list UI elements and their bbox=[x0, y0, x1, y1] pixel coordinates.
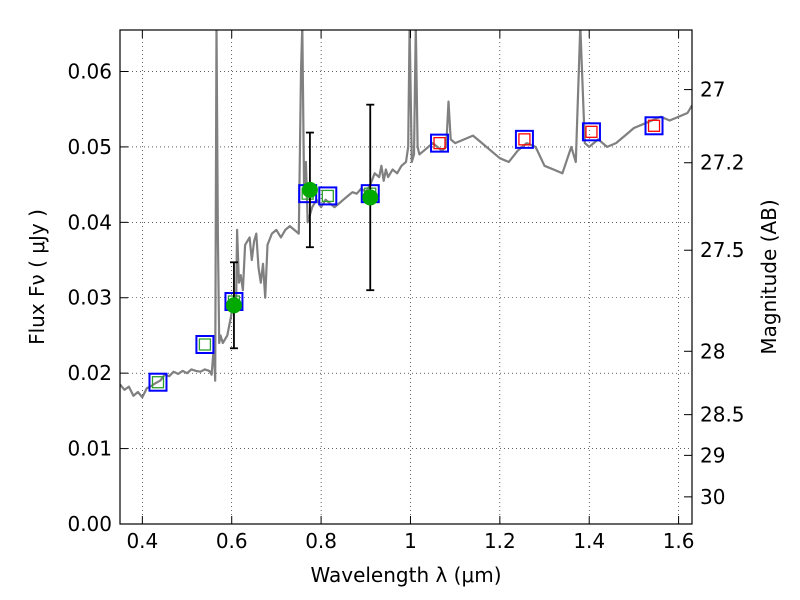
y-tick-label: 0.03 bbox=[67, 286, 112, 310]
band-square-inner bbox=[321, 189, 334, 203]
y2-tick-label: 27.5 bbox=[700, 238, 745, 262]
y-tick-label: 0.01 bbox=[67, 437, 112, 461]
y2-tick-label: 30 bbox=[700, 485, 725, 509]
axes: 0.4 0.6 0.8 1 1.2 1.4 1.6 0.00 0.01 0.02 0.03 0.04 0… bbox=[67, 30, 745, 553]
y-tick-label: 0.04 bbox=[67, 210, 112, 234]
band-square-outer bbox=[195, 335, 215, 355]
x-tick-label: 0.8 bbox=[305, 529, 337, 553]
band-square-outer bbox=[148, 372, 168, 392]
marker-layer bbox=[148, 103, 664, 392]
x-tick-label: 1.4 bbox=[573, 529, 605, 553]
x-axis-label: Wavelength λ (μm) bbox=[310, 563, 501, 587]
y-tick-label: 0.00 bbox=[67, 512, 112, 536]
band-square-outer bbox=[430, 133, 450, 153]
band-square-outer bbox=[581, 122, 601, 142]
y2-tick-label: 27.2 bbox=[700, 151, 745, 175]
x-tick-label: 0.6 bbox=[216, 529, 248, 553]
y-tick-label: 0.06 bbox=[67, 59, 112, 83]
x-tick-label: 1.6 bbox=[663, 529, 695, 553]
band-square-inner bbox=[433, 136, 446, 150]
y-tick-label: 0.02 bbox=[67, 361, 112, 385]
band-square-inner bbox=[518, 133, 531, 146]
band-square-inner bbox=[585, 125, 598, 138]
y-tick-label: 0.05 bbox=[67, 135, 112, 159]
band-square-outer bbox=[644, 116, 664, 136]
y2-tick-label: 28.5 bbox=[700, 403, 745, 427]
band-square-outer bbox=[514, 129, 534, 149]
measurement-point bbox=[301, 181, 318, 198]
measurement-point bbox=[362, 189, 379, 206]
x-tick-label: 1.2 bbox=[484, 529, 516, 553]
spectrum-layer bbox=[120, 30, 692, 399]
x-tick-label: 0.4 bbox=[126, 529, 158, 553]
band-square-outer bbox=[318, 186, 338, 206]
y2-axis-label: Magnitude (AB) bbox=[757, 199, 781, 354]
plot-frame bbox=[119, 29, 693, 525]
band-square-inner bbox=[151, 376, 165, 389]
y-axis-label: Flux Fν ( μJy ) bbox=[25, 209, 49, 345]
y2-tick-label: 27 bbox=[700, 78, 725, 102]
band-square-inner bbox=[647, 119, 661, 132]
measurement-point bbox=[225, 297, 242, 314]
grid bbox=[120, 30, 692, 525]
band-square-inner bbox=[198, 338, 212, 351]
spectrum-line bbox=[120, 30, 692, 399]
x-tick-label: 1 bbox=[404, 529, 417, 553]
y2-tick-label: 28 bbox=[700, 339, 725, 363]
y2-tick-label: 29 bbox=[700, 443, 725, 467]
